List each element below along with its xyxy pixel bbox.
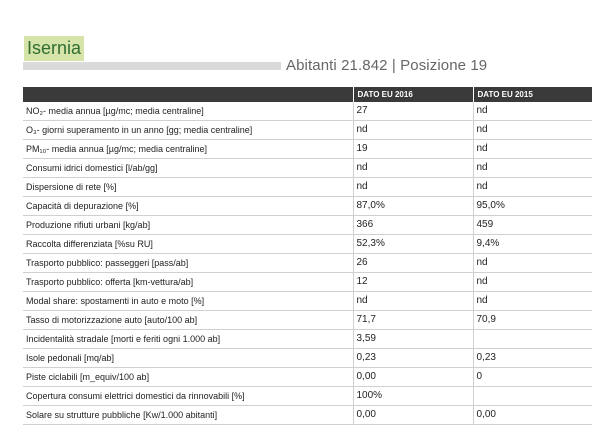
table-row: Capacità di depurazione [%] 87,0% 95,0% (23, 196, 592, 216)
value-2015: nd (472, 177, 592, 197)
indicators-table: DATO EU 2016 DATO EU 2015 NO₂- media ann… (23, 87, 592, 425)
value-2016: 19 (352, 139, 473, 159)
table-row: Tasso di motorizzazione auto [auto/100 a… (23, 310, 592, 330)
value-2016: 52,3% (352, 234, 473, 254)
value-2016: 100% (352, 386, 473, 406)
value-2016: 26 (352, 253, 473, 273)
value-2016: 27 (352, 102, 473, 121)
value-2015 (472, 329, 592, 349)
position-prefix: Posizione (400, 57, 471, 74)
value-2016: 71,7 (352, 310, 473, 330)
table-row: Produzione rifiuti urbani [kg/ab] 366 459 (23, 215, 592, 235)
value-2015: 95,0% (472, 196, 592, 216)
indicator-label: Incidentalità stradale [morti e feriti o… (23, 329, 353, 349)
value-2015 (472, 386, 592, 406)
indicator-label: Tasso di motorizzazione auto [auto/100 a… (23, 310, 353, 330)
indicator-label: Solare su strutture pubbliche [Kw/1.000 … (23, 405, 353, 425)
value-2016: nd (352, 291, 473, 311)
title-underline-bar (23, 62, 281, 70)
indicator-label: Modal share: spostamenti in auto e moto … (23, 291, 353, 311)
value-2016: 0,00 (352, 367, 473, 387)
indicator-label: O₃- giorni superamento in un anno [gg; m… (23, 120, 353, 140)
indicator-label: Consumi idrici domestici [l/ab/gg] (23, 158, 353, 178)
value-2015: nd (472, 120, 592, 140)
table-row: Piste ciclabili [m_equiv/100 ab] 0,00 0 (23, 367, 592, 387)
table-row: Incidentalità stradale [morti e feriti o… (23, 329, 592, 349)
value-2015: 0,00 (472, 405, 592, 425)
value-2016: 3,59 (352, 329, 473, 349)
table-body: NO₂- media annua [µg/mc; media centralin… (23, 102, 592, 425)
value-2016: 12 (352, 272, 473, 292)
value-2015: 0,23 (472, 348, 592, 368)
city-subtitle: Abitanti 21.842 | Posizione 19 (286, 56, 487, 76)
indicator-label: PM₁₀- media annua [µg/mc; media centrali… (23, 139, 353, 159)
value-2015: 9,4% (472, 234, 592, 254)
table-row: Isole pedonali [mq/ab] 0,23 0,23 (23, 348, 592, 368)
value-2016: 366 (352, 215, 473, 235)
value-2015: nd (472, 139, 592, 159)
city-title: Isernia (24, 36, 85, 61)
indicator-label: Raccolta differenziata [%su RU] (23, 234, 353, 254)
value-2015: 459 (472, 215, 592, 235)
value-2016: 87,0% (352, 196, 473, 216)
indicator-label: Isole pedonali [mq/ab] (23, 348, 353, 368)
position-value: 19 (470, 57, 488, 74)
value-2016: nd (352, 177, 473, 197)
header-dato-eu-2016: DATO EU 2016 (352, 87, 473, 102)
table-row: Dispersione di rete [%] nd nd (23, 177, 592, 197)
table-row: Copertura consumi elettrici domestici da… (23, 386, 592, 406)
table-row: Raccolta differenziata [%su RU] 52,3% 9,4% (23, 234, 592, 254)
table-row: O₃- giorni superamento in un anno [gg; m… (23, 120, 592, 140)
subtitle-separator: | (387, 57, 401, 74)
table-header-row: DATO EU 2016 DATO EU 2015 (23, 87, 592, 102)
table-row: Consumi idrici domestici [l/ab/gg] nd nd (23, 158, 592, 178)
indicator-label: Piste ciclabili [m_equiv/100 ab] (23, 367, 353, 387)
value-2016: nd (352, 158, 473, 178)
population-value: 21.842 (341, 57, 388, 74)
indicator-label: Produzione rifiuti urbani [kg/ab] (23, 215, 353, 235)
indicator-label: Capacità di depurazione [%] (23, 196, 353, 216)
value-2015: 70,9 (472, 310, 592, 330)
value-2016: nd (352, 120, 473, 140)
header-indicator (23, 87, 353, 102)
indicator-label: Copertura consumi elettrici domestici da… (23, 386, 353, 406)
table-row: Modal share: spostamenti in auto e moto … (23, 291, 592, 311)
table-row: Solare su strutture pubbliche [Kw/1.000 … (23, 405, 592, 425)
header-dato-eu-2015: DATO EU 2015 (472, 87, 592, 102)
table-row: NO₂- media annua [µg/mc; media centralin… (23, 102, 592, 121)
value-2015: nd (472, 253, 592, 273)
table-row: Trasporto pubblico: offerta [km-vettura/… (23, 272, 592, 292)
value-2015: 0 (472, 367, 592, 387)
population-prefix: Abitanti (286, 57, 342, 74)
value-2016: 0,00 (352, 405, 473, 425)
indicator-label: Dispersione di rete [%] (23, 177, 353, 197)
value-2015: nd (472, 102, 592, 121)
value-2015: nd (472, 272, 592, 292)
indicator-label: Trasporto pubblico: offerta [km-vettura/… (23, 272, 353, 292)
value-2016: 0,23 (352, 348, 473, 368)
table-row: PM₁₀- media annua [µg/mc; media centrali… (23, 139, 592, 159)
value-2015: nd (472, 158, 592, 178)
table-row: Trasporto pubblico: passeggeri [pass/ab]… (23, 253, 592, 273)
value-2015: nd (472, 291, 592, 311)
indicator-label: Trasporto pubblico: passeggeri [pass/ab] (23, 253, 353, 273)
indicator-label: NO₂- media annua [µg/mc; media centralin… (23, 102, 353, 121)
